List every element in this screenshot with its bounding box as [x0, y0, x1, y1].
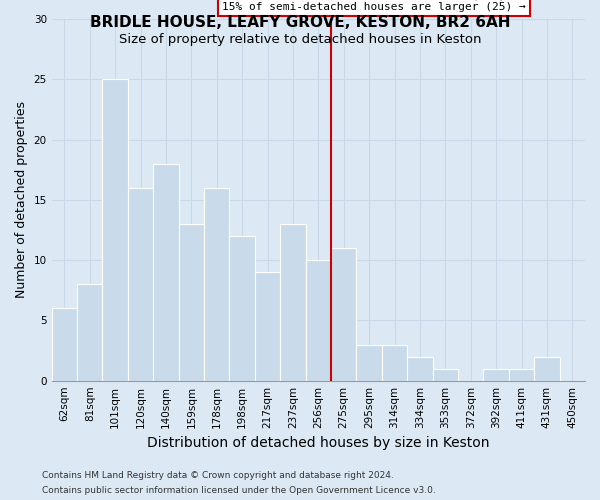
Bar [534, 356, 560, 380]
Bar [77, 284, 103, 380]
Bar [153, 164, 179, 380]
Bar [52, 308, 77, 380]
Bar [331, 248, 356, 380]
Bar [509, 368, 534, 380]
Text: BRIDLE HOUSE, LEAFY GROVE, KESTON, BR2 6AH: BRIDLE HOUSE, LEAFY GROVE, KESTON, BR2 6… [90, 15, 510, 30]
Bar [179, 224, 204, 380]
Bar [484, 368, 509, 380]
Bar [280, 224, 305, 380]
Bar [255, 272, 280, 380]
Text: BRIDLE HOUSE LEAFY GROVE: 274sqm
← 85% of detached houses are smaller (144)
15% : BRIDLE HOUSE LEAFY GROVE: 274sqm ← 85% o… [223, 0, 526, 12]
Bar [407, 356, 433, 380]
Title: BRIDLE HOUSE, LEAFY GROVE, KESTON, BR2 6AH: BRIDLE HOUSE, LEAFY GROVE, KESTON, BR2 6… [0, 499, 1, 500]
Bar [382, 344, 407, 380]
Bar [103, 80, 128, 380]
Bar [229, 236, 255, 380]
Text: Contains public sector information licensed under the Open Government Licence v3: Contains public sector information licen… [42, 486, 436, 495]
Bar [356, 344, 382, 380]
Text: Contains HM Land Registry data © Crown copyright and database right 2024.: Contains HM Land Registry data © Crown c… [42, 471, 394, 480]
Bar [433, 368, 458, 380]
Y-axis label: Number of detached properties: Number of detached properties [15, 102, 28, 298]
Bar [128, 188, 153, 380]
Text: Size of property relative to detached houses in Keston: Size of property relative to detached ho… [119, 32, 481, 46]
X-axis label: Distribution of detached houses by size in Keston: Distribution of detached houses by size … [147, 436, 490, 450]
Bar [305, 260, 331, 380]
Bar [204, 188, 229, 380]
